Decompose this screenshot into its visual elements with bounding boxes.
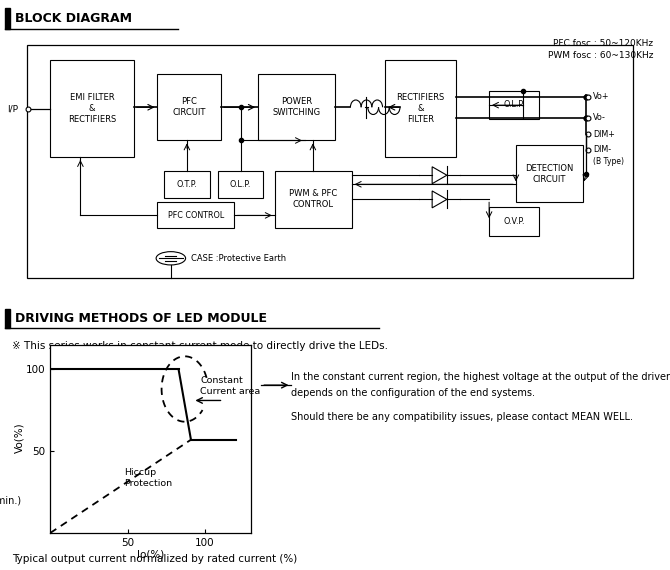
Text: In the constant current region, the highest voltage at the output of the driver: In the constant current region, the high…	[291, 372, 670, 382]
Text: Should there be any compatibility issues, please contact MEAN WELL.: Should there be any compatibility issues…	[291, 412, 633, 422]
Text: DIM+: DIM+	[593, 130, 615, 139]
Text: BLOCK DIAGRAM: BLOCK DIAGRAM	[15, 11, 132, 25]
Text: EMI FILTER
&
RECTIFIERS: EMI FILTER & RECTIFIERS	[68, 93, 117, 124]
FancyBboxPatch shape	[385, 60, 456, 157]
FancyBboxPatch shape	[489, 207, 539, 235]
Text: PWM & PFC
CONTROL: PWM & PFC CONTROL	[289, 189, 338, 209]
Text: Vo(%): Vo(%)	[14, 423, 24, 453]
Text: Vo-: Vo-	[593, 113, 606, 123]
Text: DRIVING METHODS OF LED MODULE: DRIVING METHODS OF LED MODULE	[15, 312, 267, 325]
FancyBboxPatch shape	[157, 202, 234, 228]
Text: ※ This series works in constant current mode to directly drive the LEDs.: ※ This series works in constant current …	[12, 341, 388, 351]
Text: POWER
SWITCHING: POWER SWITCHING	[273, 97, 320, 117]
Text: O.V.P.: O.V.P.	[503, 217, 525, 226]
FancyBboxPatch shape	[164, 170, 210, 198]
Text: Vo+: Vo+	[593, 92, 610, 101]
FancyBboxPatch shape	[489, 91, 539, 119]
Text: Constant
Current area: Constant Current area	[200, 376, 261, 396]
Text: I/P: I/P	[7, 104, 17, 113]
FancyBboxPatch shape	[258, 74, 335, 140]
Text: depends on the configuration of the end systems.: depends on the configuration of the end …	[291, 388, 535, 398]
Text: PFC CONTROL: PFC CONTROL	[168, 211, 224, 220]
X-axis label: Io(%): Io(%)	[137, 549, 164, 559]
Text: Typical output current normalized by rated current (%): Typical output current normalized by rat…	[12, 554, 297, 564]
Text: RECTIFIERS
&
FILTER: RECTIFIERS & FILTER	[396, 93, 445, 124]
FancyBboxPatch shape	[157, 74, 221, 140]
Text: O.L.P.: O.L.P.	[230, 180, 251, 189]
FancyBboxPatch shape	[50, 60, 134, 157]
Text: Hiccup
Protection: Hiccup Protection	[125, 467, 173, 487]
Text: (B Type): (B Type)	[593, 157, 624, 166]
Text: DETECTION
CIRCUIT: DETECTION CIRCUIT	[525, 164, 574, 184]
Text: O.T.P.: O.T.P.	[177, 180, 197, 189]
Text: DIM-: DIM-	[593, 145, 611, 154]
Text: CASE :Protective Earth: CASE :Protective Earth	[191, 254, 286, 263]
Text: O.L.P.: O.L.P.	[504, 100, 525, 109]
Bar	[5, 7, 10, 29]
Bar	[5, 309, 10, 328]
Text: (min.): (min.)	[0, 495, 21, 505]
FancyBboxPatch shape	[516, 145, 583, 202]
Text: PFC fosc : 50~120KHz
PWM fosc : 60~130KHz: PFC fosc : 50~120KHz PWM fosc : 60~130KH…	[548, 39, 653, 60]
Text: PFC
CIRCUIT: PFC CIRCUIT	[173, 97, 206, 117]
FancyBboxPatch shape	[218, 170, 263, 198]
FancyBboxPatch shape	[275, 170, 352, 228]
